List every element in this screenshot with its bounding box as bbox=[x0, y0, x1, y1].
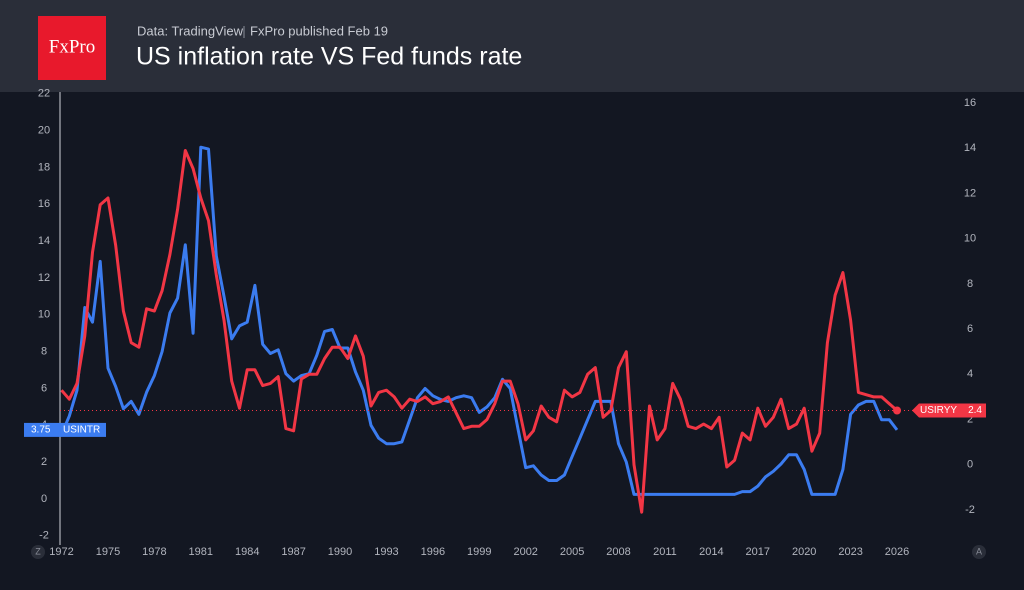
header bbox=[0, 0, 1024, 92]
scale-button-label[interactable]: A bbox=[976, 546, 982, 556]
y-tick-label: 10 bbox=[38, 309, 50, 321]
x-tick-label: 2008 bbox=[606, 546, 630, 558]
last-value: 3.75 bbox=[31, 425, 51, 436]
y2-tick-label: 10 bbox=[964, 233, 976, 245]
legend-label: USINTR bbox=[63, 425, 100, 436]
y2-tick-label: -2 bbox=[965, 504, 975, 516]
chart-title: US inflation rate VS Fed funds rate bbox=[136, 43, 522, 71]
x-tick-label: 2005 bbox=[560, 546, 584, 558]
y-tick-label: 0 bbox=[41, 493, 47, 505]
x-tick-label: 1987 bbox=[281, 546, 305, 558]
x-tick-label: 2020 bbox=[792, 546, 816, 558]
y2-tick-label: 12 bbox=[964, 187, 976, 199]
scale-button-label[interactable]: Z bbox=[35, 546, 41, 556]
y-tick-label: 2 bbox=[41, 456, 47, 468]
logo bbox=[38, 16, 106, 80]
series-line bbox=[60, 149, 898, 514]
x-tick-label: 1978 bbox=[142, 546, 166, 558]
y2-tick-label: 4 bbox=[967, 368, 973, 380]
y2-tick-label: 2 bbox=[967, 413, 973, 425]
x-tick-label: 2023 bbox=[838, 546, 862, 558]
x-tick-label: 1975 bbox=[96, 546, 120, 558]
scale-button[interactable] bbox=[972, 545, 986, 559]
y2-tick-label: 8 bbox=[967, 278, 973, 290]
x-tick-label: 1990 bbox=[328, 546, 352, 558]
last-point bbox=[893, 406, 902, 415]
x-tick-label: 2026 bbox=[885, 546, 909, 558]
y-tick-label: 14 bbox=[38, 235, 50, 247]
logo-text: FxPro bbox=[49, 36, 95, 57]
last-value-badge bbox=[912, 403, 986, 418]
x-tick-label: 1972 bbox=[49, 546, 73, 558]
x-tick-label: 1984 bbox=[235, 546, 259, 558]
x-tick-label: 1993 bbox=[374, 546, 398, 558]
y2-tick-label: 0 bbox=[967, 459, 973, 471]
y2-tick-label: 6 bbox=[967, 323, 973, 335]
x-tick-label: 1999 bbox=[467, 546, 491, 558]
x-tick-label: 2011 bbox=[653, 546, 677, 558]
y2-tick-label: 16 bbox=[964, 97, 976, 109]
x-tick-label: 1981 bbox=[189, 546, 213, 558]
last-value: 2.4 bbox=[968, 405, 982, 416]
y-tick-label: 22 bbox=[38, 88, 50, 100]
legend-label: USIRYY bbox=[920, 405, 957, 416]
source: Data: TradingView bbox=[137, 23, 244, 38]
series-line bbox=[60, 145, 899, 496]
y-tick-label: 6 bbox=[41, 382, 47, 394]
y-tick-label: 16 bbox=[38, 198, 50, 210]
y2-tick-label: 14 bbox=[964, 142, 976, 154]
scale-button[interactable] bbox=[31, 545, 45, 559]
last-value-badge bbox=[24, 422, 106, 437]
x-tick-label: 2002 bbox=[513, 546, 537, 558]
x-tick-label: 2017 bbox=[746, 546, 770, 558]
x-tick-label: 2014 bbox=[699, 546, 723, 558]
y-tick-label: 8 bbox=[41, 346, 47, 358]
y-tick-label: 12 bbox=[38, 272, 50, 284]
x-tick-label: 1996 bbox=[421, 546, 445, 558]
y-tick-label: 20 bbox=[38, 125, 50, 137]
published: FxPro published Feb 19 bbox=[250, 23, 388, 38]
y-tick-label: 18 bbox=[38, 161, 50, 173]
y-tick-label: -2 bbox=[39, 530, 49, 542]
